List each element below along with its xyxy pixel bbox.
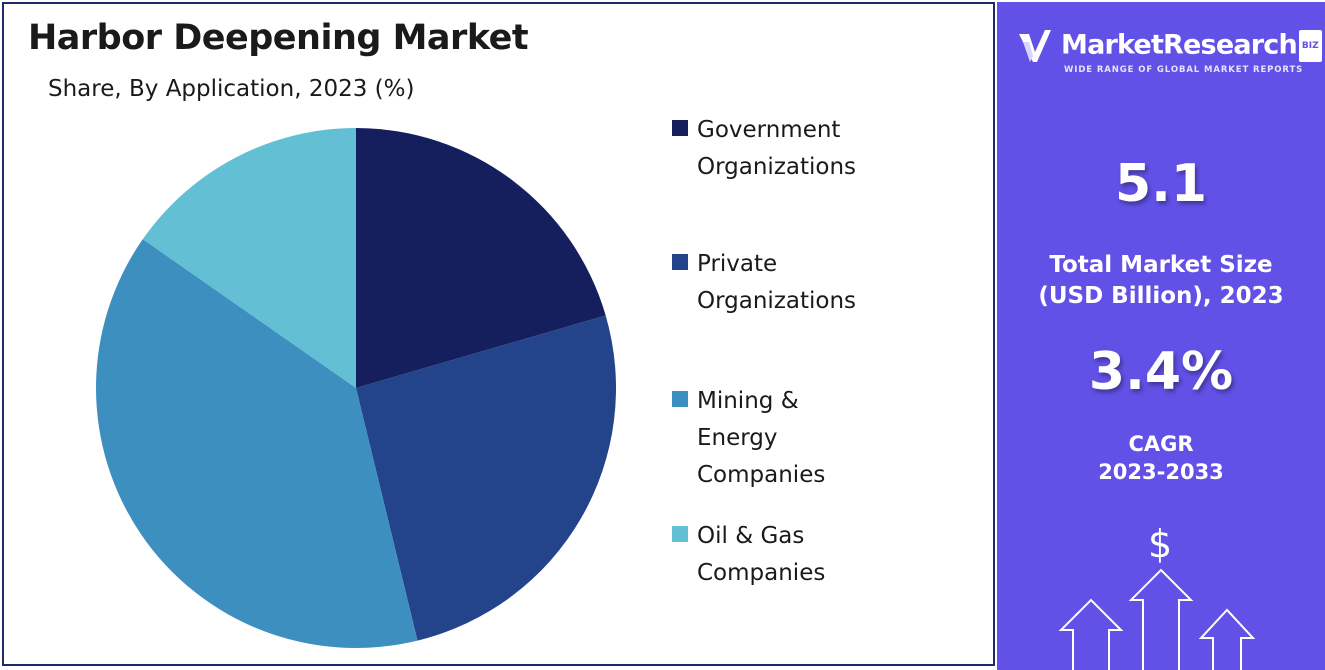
chart-subtitle: Share, By Application, 2023 (%)	[48, 76, 415, 102]
market-summary-panel: MarketResearch BIZ WIDE RANGE OF GLOBAL M…	[997, 2, 1325, 670]
legend-swatch	[672, 391, 688, 407]
legend-item: Government Organizations	[672, 112, 856, 186]
legend-label: Oil & Gas Companies	[697, 523, 826, 586]
market-size-value: 5.1	[1114, 154, 1208, 214]
chart-title: Harbor Deepening Market	[28, 18, 529, 58]
dollar-icon: $	[1148, 522, 1173, 566]
brand-name: MarketResearch BIZ	[1061, 30, 1322, 62]
cagr-label: CAGR 2023-2033	[1098, 432, 1224, 484]
legend-item: Mining & Energy Companies	[672, 383, 825, 494]
pie-slice-mining-energy-companies	[96, 239, 418, 648]
brand-badge: BIZ	[1298, 30, 1322, 62]
legend-swatch	[672, 526, 688, 542]
legend-label: Private Organizations	[697, 251, 857, 314]
brand-tagline: WIDE RANGE OF GLOBAL MARKET REPORTS	[1064, 65, 1304, 75]
brand-mark-icon	[1019, 30, 1051, 62]
growth-arrows-icon	[1058, 568, 1256, 670]
cagr-value: 3.4%	[1088, 342, 1234, 402]
brand-logo: MarketResearch BIZ	[1015, 26, 1322, 66]
pie-slice-oil-gas-companies	[142, 128, 356, 388]
legend-item: Private Organizations	[672, 246, 856, 320]
legend-swatch	[672, 120, 688, 136]
pie-slice-government-organizations	[356, 128, 606, 388]
market-size-label: Total Market Size (USD Billion), 2023	[1038, 252, 1284, 309]
pie-slice-private-organizations	[356, 315, 617, 641]
legend-label: Mining & Energy Companies	[697, 388, 826, 488]
chart-panel: Harbor Deepening Market Share, By Applic…	[2, 2, 995, 666]
legend-label: Government Organizations	[697, 117, 857, 180]
legend-swatch	[672, 254, 688, 270]
pie-chart	[96, 128, 617, 648]
legend-item: Oil & Gas Companies	[672, 518, 825, 592]
